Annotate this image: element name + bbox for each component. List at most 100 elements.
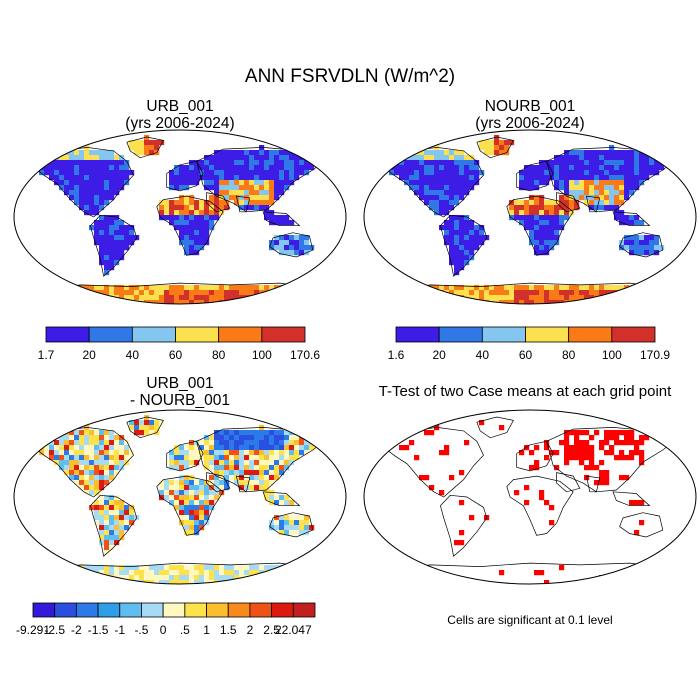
grid-cell xyxy=(89,185,95,191)
coastline-northamerica xyxy=(30,427,134,498)
grid-cell xyxy=(519,220,525,226)
grid-cell xyxy=(644,170,650,176)
grid-cell xyxy=(99,435,105,441)
grid-cell xyxy=(604,475,610,481)
grid-cell xyxy=(114,565,120,571)
grid-cell xyxy=(114,540,120,546)
grid-cell xyxy=(109,515,115,521)
grid-cell xyxy=(534,445,540,451)
grid-cell xyxy=(634,235,640,241)
grid-cell xyxy=(544,580,550,584)
grid-cell xyxy=(199,230,205,236)
grid-cell xyxy=(199,480,205,486)
grid-cell xyxy=(264,185,270,191)
grid-cell xyxy=(134,140,140,146)
colorbar-box xyxy=(611,326,656,343)
grid-cell xyxy=(509,140,515,146)
grid-cell xyxy=(564,285,570,291)
grid-cell xyxy=(119,515,125,521)
colorbar-tick-label: 80 xyxy=(212,348,226,362)
grid-cell xyxy=(519,300,525,304)
grid-cell xyxy=(174,210,180,216)
grid-cell xyxy=(449,255,455,261)
grid-cell xyxy=(199,245,205,251)
grid-cell xyxy=(289,155,295,161)
coastline-seasia xyxy=(612,211,651,227)
grid-cell xyxy=(254,470,260,476)
grid-cell xyxy=(129,570,135,576)
grid-cell xyxy=(224,185,230,191)
grid-cell xyxy=(189,300,195,304)
grid-cell xyxy=(279,465,285,471)
grid-cell xyxy=(584,190,590,196)
grid-cell xyxy=(99,480,105,486)
grid-cell xyxy=(304,430,310,436)
grid-cell xyxy=(474,160,480,166)
grid-cell xyxy=(119,170,125,176)
grid-cell xyxy=(524,210,530,216)
grid-cell xyxy=(519,200,525,206)
grid-cell xyxy=(199,285,205,291)
grid-cell xyxy=(74,480,80,486)
grid-cell xyxy=(319,300,325,304)
grid-cell xyxy=(214,450,220,456)
grid-cell xyxy=(184,175,190,181)
grid-cell xyxy=(94,475,100,481)
grid-cell xyxy=(399,295,405,301)
grid-cell xyxy=(54,580,60,584)
grid-cell xyxy=(194,495,200,501)
grid-cell xyxy=(84,565,90,571)
grid-cell xyxy=(634,445,640,451)
grid-cell xyxy=(304,565,310,571)
grid-cell xyxy=(119,240,125,246)
grid-cell xyxy=(104,235,110,241)
grid-cell xyxy=(269,460,275,466)
grid-cell xyxy=(429,190,435,196)
grid-cell xyxy=(244,155,250,161)
grid-cell xyxy=(59,290,65,296)
grid-cell xyxy=(219,160,225,166)
grid-cell xyxy=(229,465,235,471)
grid-cell xyxy=(114,455,120,461)
grid-cell xyxy=(229,430,235,436)
grid-cell xyxy=(294,530,300,536)
grid-cell xyxy=(604,290,610,296)
grid-cell xyxy=(589,175,595,181)
grid-cell xyxy=(244,440,250,446)
grid-cell xyxy=(219,200,225,206)
urb-title-line2: (yrs 2006-2024) xyxy=(125,115,235,132)
grid-cell xyxy=(294,175,300,181)
grid-cell xyxy=(169,170,175,176)
grid-cell xyxy=(194,500,200,506)
grid-cell xyxy=(324,300,330,304)
grid-cell xyxy=(494,140,500,146)
grid-cell xyxy=(64,190,70,196)
colorbar-tick-label: -.5 xyxy=(134,623,148,637)
grid-cell xyxy=(34,440,40,446)
grid-cell xyxy=(119,180,125,186)
grid-cell xyxy=(219,575,225,581)
grid-cell xyxy=(249,160,255,166)
grid-cell xyxy=(249,175,255,181)
grid-cell xyxy=(444,300,450,304)
grid-cell xyxy=(459,255,465,261)
grid-cell xyxy=(634,440,640,446)
grid-cell xyxy=(79,150,85,156)
grid-cell xyxy=(464,180,470,186)
grid-cell xyxy=(569,150,575,156)
grid-cell xyxy=(609,285,615,291)
grid-cell xyxy=(204,485,210,491)
grid-cell xyxy=(594,285,600,291)
grid-cell xyxy=(229,170,235,176)
grid-cell xyxy=(199,565,205,571)
grid-cell xyxy=(584,450,590,456)
grid-cell xyxy=(234,185,240,191)
grid-cell xyxy=(39,295,45,301)
grid-cell xyxy=(634,155,640,161)
grid-cell xyxy=(59,160,65,166)
grid-cell xyxy=(274,580,280,584)
grid-cell xyxy=(644,235,650,241)
grid-cell xyxy=(669,290,675,296)
grid-cell xyxy=(54,295,60,301)
grid-cell xyxy=(124,580,130,584)
